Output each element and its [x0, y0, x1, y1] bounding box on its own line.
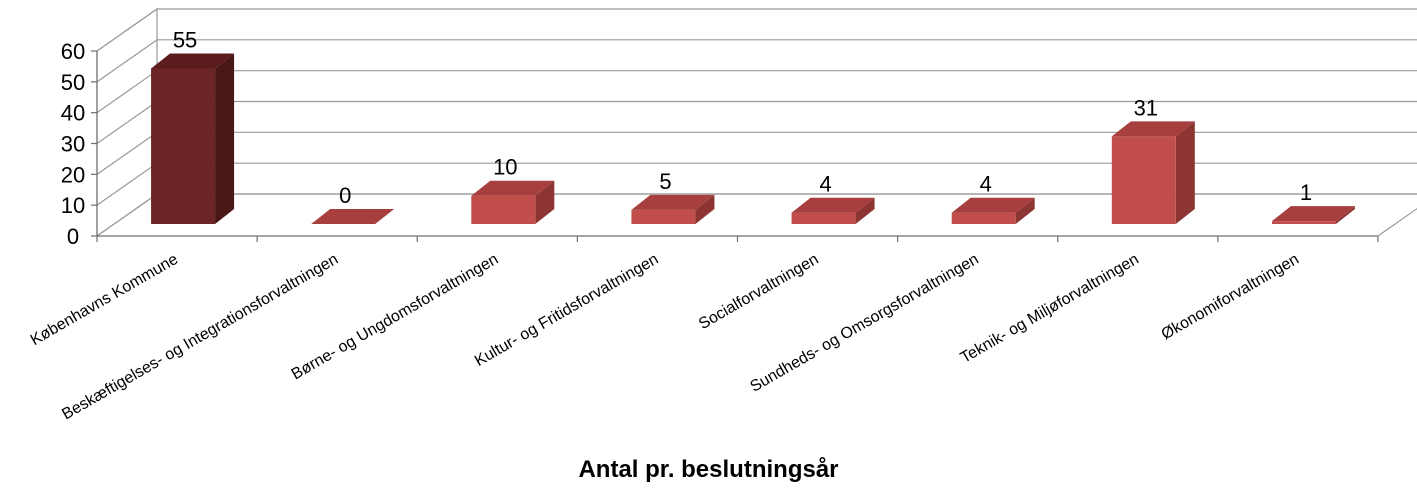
bar-top — [151, 53, 235, 69]
bar-side — [1335, 206, 1355, 224]
bar — [151, 68, 216, 224]
bar — [631, 209, 696, 224]
data-label: 0 — [339, 183, 351, 208]
data-label: 1 — [1300, 180, 1312, 205]
bar-side — [1175, 121, 1195, 224]
gridline — [96, 193, 1417, 237]
x-tick-label: Økonomiforvaltningen — [1159, 251, 1302, 344]
gridline — [96, 39, 1417, 83]
x-tick-label: Beskæftigelses- og Integrationsforvaltni… — [59, 251, 341, 424]
data-label: 31 — [1134, 95, 1158, 120]
y-tick-label: 20 — [61, 162, 85, 187]
bar-top — [1111, 121, 1195, 137]
bar — [471, 195, 536, 224]
bar — [951, 212, 1016, 224]
floor — [96, 193, 1417, 237]
bar-side — [1015, 197, 1035, 224]
x-tick-label: Teknik- og Miljøforvaltningen — [958, 251, 1142, 367]
bar-top — [471, 180, 555, 196]
bar-side — [535, 180, 555, 224]
x-tick-label: Kultur- og Fritidsforvaltningen — [472, 251, 661, 370]
bar-top — [951, 197, 1035, 213]
gridline — [96, 8, 1417, 52]
bar — [1111, 136, 1176, 224]
gridline — [96, 162, 1417, 206]
bar-top — [791, 197, 875, 213]
grid-layer — [96, 7, 1417, 237]
bar-top — [631, 194, 715, 210]
bar-side — [695, 194, 715, 224]
gridline — [96, 100, 1417, 144]
data-label: 55 — [173, 27, 197, 52]
bar-top — [311, 209, 395, 224]
gridline — [96, 70, 1417, 114]
data-label: 10 — [493, 155, 517, 180]
gridline — [96, 131, 1417, 175]
bar-side — [855, 197, 875, 224]
bar-layer — [151, 53, 1355, 225]
y-tick-label: 0 — [67, 224, 79, 249]
bar — [791, 212, 856, 224]
y-tick-label: 50 — [61, 70, 85, 95]
data-label: 4 — [819, 172, 831, 197]
bar-top — [1271, 206, 1355, 222]
data-label: 5 — [659, 169, 671, 194]
bar — [1271, 221, 1336, 224]
y-tick-label: 10 — [61, 193, 85, 218]
bar-side — [215, 53, 235, 225]
x-tick-label: Københavns Kommune — [28, 251, 181, 349]
y-tick-label: 30 — [61, 132, 85, 157]
data-label: 4 — [980, 172, 992, 197]
y-tick-label: 40 — [61, 101, 85, 126]
x-tick-label: Socialforvaltningen — [696, 251, 822, 333]
y-tick-label: 60 — [61, 39, 85, 64]
x-axis-title: Antal pr. beslutningsår — [578, 456, 839, 483]
